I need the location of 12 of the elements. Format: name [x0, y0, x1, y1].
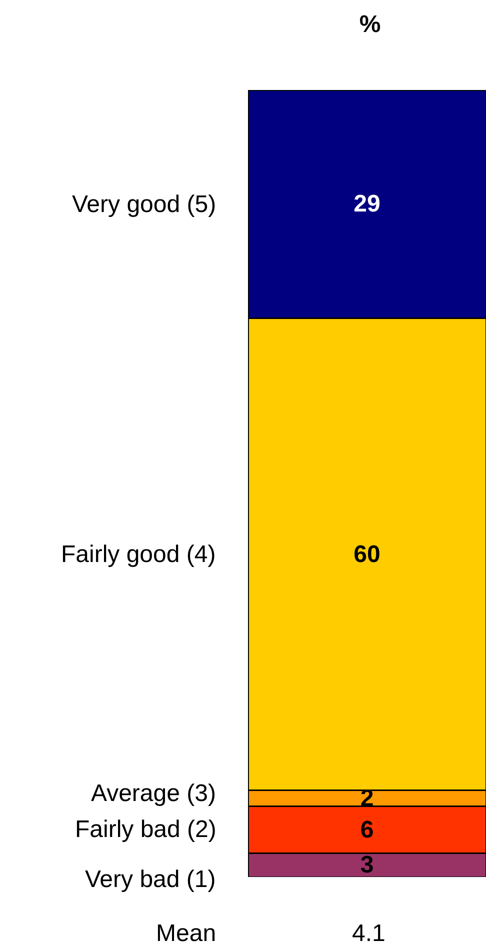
- text: Mean: [156, 920, 216, 947]
- data-label: 29: [354, 190, 380, 218]
- chart-title: %: [359, 11, 381, 38]
- data-label: 3: [360, 852, 374, 879]
- series-label: Fairly good (4): [61, 541, 216, 568]
- data-label: 6: [360, 816, 374, 844]
- series-label: Very bad (1): [85, 866, 216, 893]
- data-label: 60: [354, 540, 380, 568]
- series-label: Average (3): [91, 780, 216, 807]
- series-label: Fairly bad (2): [75, 816, 216, 843]
- text: 4.1: [352, 920, 386, 947]
- series-label: Very good (5): [72, 191, 216, 218]
